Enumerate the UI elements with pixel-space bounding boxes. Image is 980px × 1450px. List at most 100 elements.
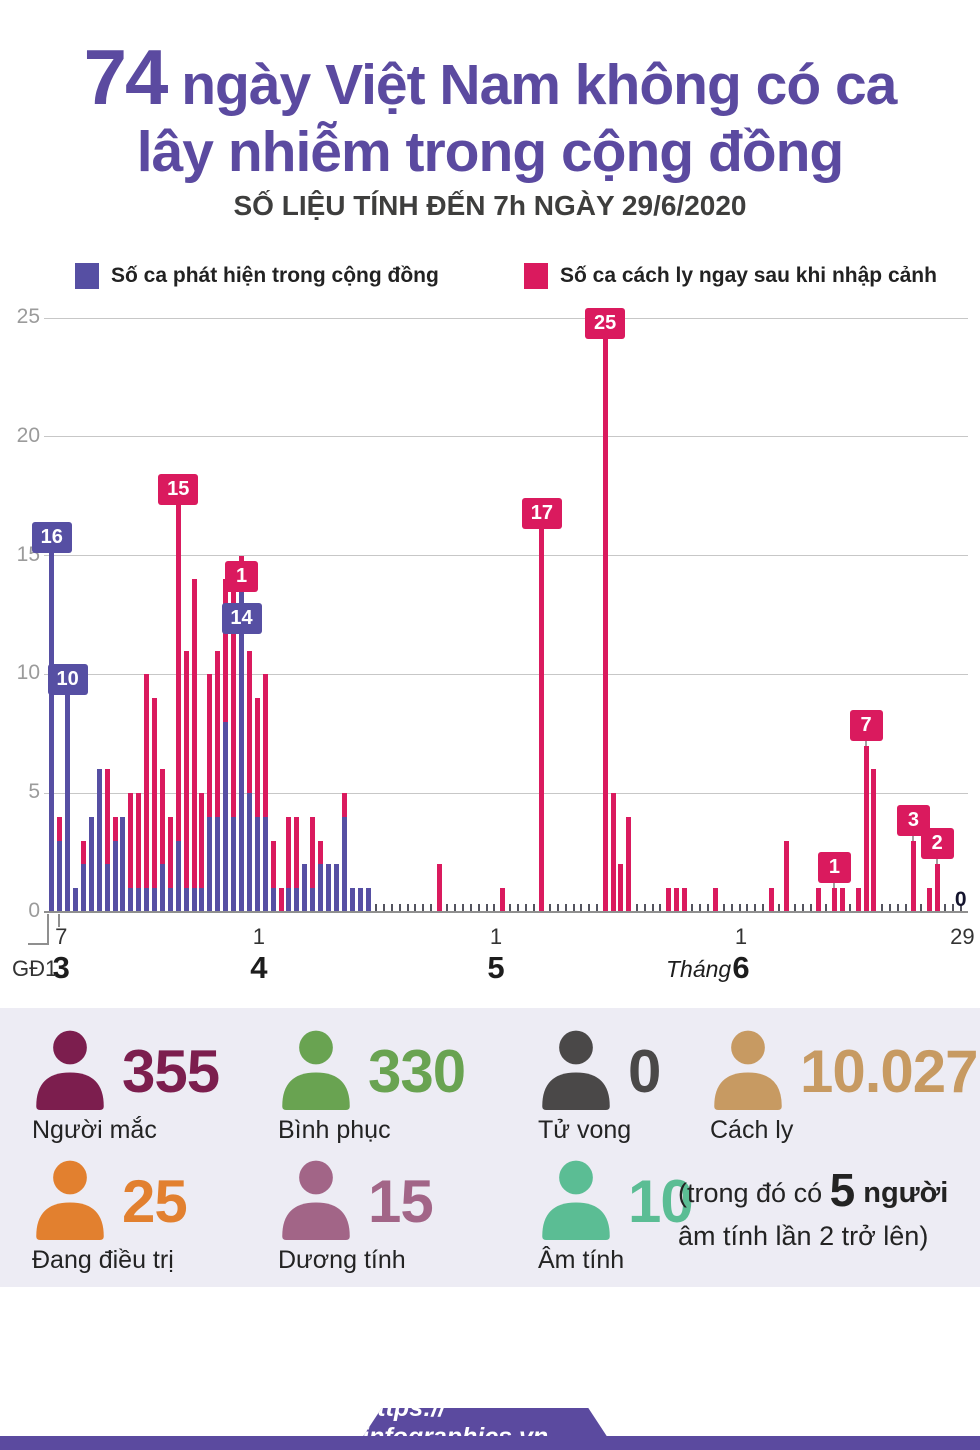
bar-community-7/4 xyxy=(302,864,308,912)
bar-community-8/3 xyxy=(65,674,71,912)
gd1-connector-v xyxy=(47,914,49,944)
stat-row1-0: 355 Người mắc xyxy=(30,1028,220,1144)
bar-community-21/3 xyxy=(167,888,173,912)
bar-label-stem-17/6 xyxy=(865,740,867,746)
bar-label-15/5: 25 xyxy=(585,308,626,339)
y-axis-tick-10: 10 xyxy=(16,661,40,685)
day-tick xyxy=(580,904,583,912)
x-month-label-3: 3 xyxy=(52,950,70,985)
bar-imported-17/3 xyxy=(136,793,142,889)
bar-label-stem-13/6 xyxy=(833,883,836,889)
day-tick xyxy=(659,904,662,912)
day-tick xyxy=(596,904,599,912)
person-icon xyxy=(542,1030,610,1110)
note-pre: (trong đó có xyxy=(678,1178,830,1208)
day-tick xyxy=(446,904,449,912)
legend-swatch-imported xyxy=(524,263,548,289)
day-tick xyxy=(809,904,812,912)
bar-imported-18/5 xyxy=(626,816,632,912)
bar-imported-9/4 xyxy=(318,840,324,865)
legend-label-community: Số ca phát hiện trong cộng đồng xyxy=(111,264,439,287)
bar-imported-26/3 xyxy=(207,674,213,817)
day-tick xyxy=(754,904,757,912)
bar-label-13/6: 1 xyxy=(817,852,851,884)
stat-label: Âm tính xyxy=(538,1246,625,1274)
y-axis-tick-0: 0 xyxy=(28,899,40,922)
day-tick xyxy=(691,904,694,912)
bar-imported-18/6 xyxy=(871,769,877,912)
x-date-label-1: 1 xyxy=(489,924,503,949)
note-mid: người xyxy=(855,1177,949,1209)
bar-imported-24/3 xyxy=(191,579,197,889)
bar-community-18/3 xyxy=(144,888,150,912)
day-tick xyxy=(548,904,551,912)
bar-imported-23/3 xyxy=(183,650,189,889)
bar-imported-16/3 xyxy=(128,793,134,889)
bar-community-23/3 xyxy=(183,888,189,912)
bar-imported-2/5 xyxy=(499,888,505,912)
day-tick xyxy=(588,904,591,912)
bar-community-9/4 xyxy=(318,864,324,912)
negative-note: (trong đó có 5 người âm tính lần 2 trở l… xyxy=(678,1162,948,1253)
bar-community-22/3 xyxy=(175,840,181,912)
bar-imported-29/3 xyxy=(231,579,237,817)
day-tick xyxy=(849,904,852,912)
day-tick xyxy=(959,904,962,912)
day-tick xyxy=(951,904,954,912)
stat-label: Bình phục xyxy=(278,1116,391,1144)
stat-value: 10.027 xyxy=(800,1038,979,1105)
bar-imported-31/3 xyxy=(246,650,252,794)
bar-imported-14/3 xyxy=(112,816,118,841)
bar-imported-29/5 xyxy=(713,888,719,912)
gridline-20 xyxy=(44,436,968,438)
bar-community-26/3 xyxy=(207,816,213,912)
bar-imported-2/4 xyxy=(262,674,268,817)
stat-label: Dương tính xyxy=(278,1246,406,1274)
x-date-label-1: 1 xyxy=(734,924,748,949)
bar-community-5/4 xyxy=(286,888,292,912)
x-axis-line xyxy=(44,911,968,913)
day-tick xyxy=(825,904,828,912)
bar-imported-18/3 xyxy=(144,674,150,889)
day-tick xyxy=(461,904,464,912)
day-tick xyxy=(738,904,741,912)
bar-community-16/3 xyxy=(128,888,134,912)
x-month-label-5: 5 xyxy=(487,950,505,985)
title-number: 74 xyxy=(83,33,169,121)
day-tick xyxy=(920,904,923,912)
day-tick xyxy=(722,904,725,912)
bar-community-20/3 xyxy=(159,864,165,912)
bar-community-15/4 xyxy=(365,888,371,912)
bar-community-30/3 xyxy=(239,579,245,912)
month-word-label: Tháng xyxy=(666,956,732,982)
note-line2: âm tính lần 2 trở lên) xyxy=(678,1220,929,1251)
bar-imported-8/4 xyxy=(310,816,316,889)
bar-community-GĐ1 xyxy=(49,531,55,912)
day-tick xyxy=(493,904,496,912)
x-date-label-1: 1 xyxy=(252,924,265,949)
day-tick xyxy=(414,904,417,912)
x-month-label-4: 4 xyxy=(250,950,268,985)
day-tick xyxy=(469,904,472,912)
stat-row2-1: 15 Dương tính xyxy=(276,1158,434,1274)
y-axis-tick-5: 5 xyxy=(28,780,40,804)
day-tick xyxy=(422,904,425,912)
bar-imported-6/4 xyxy=(294,816,300,889)
person-icon xyxy=(282,1030,350,1110)
bar-community-13/3 xyxy=(104,864,110,912)
bar-imported-17/5 xyxy=(618,864,624,912)
bar-community-2/4 xyxy=(262,816,268,912)
bar-community-10/3 xyxy=(80,864,86,912)
day-tick xyxy=(390,904,393,912)
bar-community-25/3 xyxy=(199,888,205,912)
bar-imported-25/3 xyxy=(199,793,205,889)
x-date-label-7: 7 xyxy=(55,924,68,949)
bar-label-29/6: 0 xyxy=(954,888,967,911)
bar-imported-13/3 xyxy=(104,769,110,865)
bar-imported-3/4 xyxy=(270,840,276,889)
bar-imported-5/4 xyxy=(286,816,292,889)
bar-label-22/3: 15 xyxy=(158,474,199,506)
bar-imported-11/6 xyxy=(816,888,822,912)
day-tick xyxy=(564,904,567,912)
